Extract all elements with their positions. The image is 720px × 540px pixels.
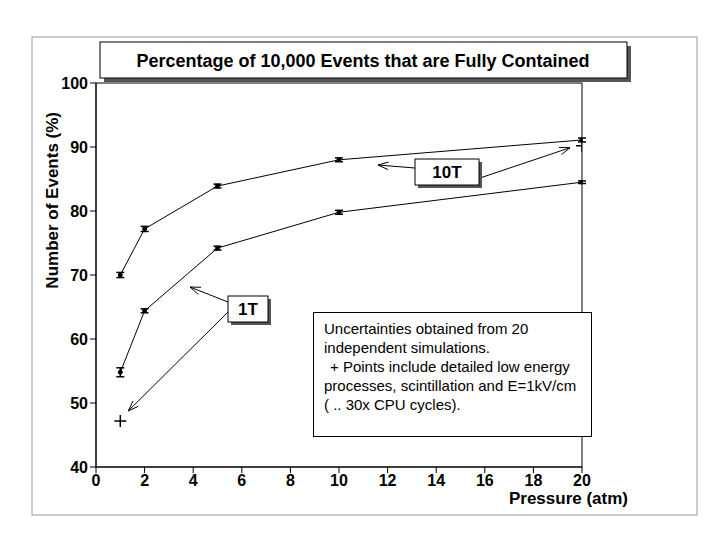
html-text:Uncertainties obtained from 20: Uncertainties obtained from 20 independe… bbox=[324, 320, 529, 356]
svg-text:12: 12 bbox=[379, 472, 397, 489]
svg-text:Number of Events (%): Number of Events (%) bbox=[43, 112, 62, 289]
svg-text:70: 70 bbox=[70, 267, 88, 284]
svg-text:0: 0 bbox=[92, 472, 101, 489]
svg-text:80: 80 bbox=[70, 203, 88, 220]
svg-text:18: 18 bbox=[525, 472, 543, 489]
svg-text:10T: 10T bbox=[432, 163, 462, 182]
svg-text:6: 6 bbox=[237, 472, 246, 489]
svg-text:90: 90 bbox=[70, 139, 88, 156]
svg-text:60: 60 bbox=[70, 331, 88, 348]
svg-text:1T: 1T bbox=[238, 300, 258, 319]
svg-text:14: 14 bbox=[427, 472, 445, 489]
svg-text:8: 8 bbox=[286, 472, 295, 489]
svg-text:2: 2 bbox=[140, 472, 149, 489]
html-text:+ Points include detailed low: + Points include detailed low energy pro… bbox=[324, 358, 577, 413]
svg-text:10: 10 bbox=[330, 472, 348, 489]
svg-text:4: 4 bbox=[189, 472, 198, 489]
svg-text:40: 40 bbox=[70, 459, 88, 476]
svg-text:Percentage of 10,000 Events th: Percentage of 10,000 Events that are Ful… bbox=[136, 51, 589, 71]
svg-text:Pressure (atm): Pressure (atm) bbox=[509, 489, 628, 508]
svg-text:100: 100 bbox=[61, 75, 88, 92]
svg-text:16: 16 bbox=[476, 472, 494, 489]
svg-text:20: 20 bbox=[573, 472, 591, 489]
svg-text:50: 50 bbox=[70, 395, 88, 412]
